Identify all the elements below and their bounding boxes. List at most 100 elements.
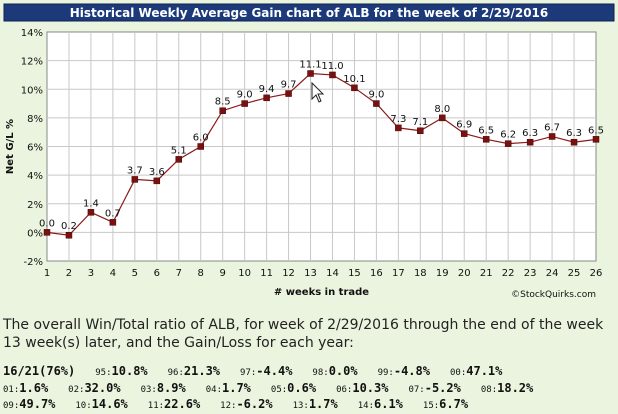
- x-tick-label: 9: [219, 268, 225, 279]
- chart-title: Historical Weekly Average Gain chart of …: [70, 6, 549, 20]
- y-tick-label: 6%: [27, 143, 43, 154]
- year-label: 13:: [292, 401, 309, 411]
- data-label: 7.3: [390, 114, 406, 125]
- year-gain-value: 0.0%: [328, 364, 358, 378]
- year-label: 01:: [3, 385, 20, 395]
- mouse-cursor-icon: [311, 81, 325, 103]
- x-tick-label: 20: [458, 268, 471, 279]
- year-result: 08:18.2%: [481, 381, 533, 395]
- x-tick-label: 24: [546, 268, 559, 279]
- x-tick-label: 23: [524, 268, 537, 279]
- yearly-results-row: 16/21(76%) 95:10.8% 96:21.3% 97:-4.4% 98:0.0…: [3, 364, 522, 378]
- x-tick-label: 16: [370, 268, 383, 279]
- data-label: 5.1: [171, 145, 187, 156]
- year-gain-value: 49.7%: [19, 397, 56, 411]
- year-label: 04:: [205, 385, 222, 395]
- data-point: [241, 100, 248, 107]
- data-label: 3.6: [149, 167, 165, 178]
- year-gain-value: 14.6%: [91, 397, 128, 411]
- x-tick-label: 6: [154, 268, 160, 279]
- year-gain-value: 10.8%: [111, 364, 148, 378]
- year-result: 09:49.7%: [3, 397, 55, 411]
- data-point: [329, 71, 336, 79]
- year-result: 04:1.7%: [206, 381, 251, 395]
- year-label: 11:: [147, 401, 165, 411]
- data-label: 7.1: [412, 117, 428, 128]
- data-label: 6.2: [500, 130, 516, 141]
- data-point: [87, 209, 95, 216]
- x-tick-label: 8: [198, 268, 204, 279]
- data-label: 6.3: [522, 128, 538, 139]
- x-tick-label: 12: [282, 268, 295, 279]
- data-label: 1.4: [83, 198, 99, 209]
- year-label: 00:: [449, 368, 467, 378]
- data-point: [548, 133, 556, 140]
- data-point: [263, 94, 270, 102]
- y-tick-label: 12%: [21, 57, 43, 68]
- x-tick-label: 10: [238, 268, 251, 279]
- year-result: 13:1.7%: [293, 397, 338, 411]
- win-total-ratio-value: 16/21(76%): [3, 364, 76, 378]
- x-tick-label: 21: [480, 268, 493, 279]
- yearly-results-row: 09:49.7% 10:14.6% 11:22.6% 12:-6.2% 13:1.7% 1…: [3, 397, 488, 411]
- year-label: 97:: [240, 368, 257, 378]
- data-point: [592, 136, 600, 143]
- chart-panel: Historical Weekly Average Gain chart of …: [3, 3, 615, 300]
- year-label: 14:: [357, 401, 374, 411]
- data-label: 10.1: [343, 74, 365, 85]
- data-label: 8.0: [434, 104, 450, 115]
- year-label: 95:: [95, 368, 112, 378]
- year-label: 09:: [3, 401, 20, 411]
- y-tick-label: 0%: [27, 228, 43, 239]
- summary: The overall Win/Total ratio of ALB, for …: [3, 316, 615, 352]
- data-label: 6.5: [588, 125, 604, 136]
- data-point: [504, 140, 512, 147]
- data-point: [439, 114, 446, 122]
- data-label: 9.7: [281, 80, 297, 91]
- series-line: [46, 72, 597, 236]
- year-gain-value: 0.6%: [287, 381, 317, 395]
- year-gain-value: 8.9%: [156, 381, 186, 395]
- year-label: 03:: [140, 385, 157, 395]
- year-result: 06:10.3%: [336, 381, 388, 395]
- data-point: [43, 229, 51, 236]
- year-label: 99:: [377, 368, 394, 378]
- summary-intro: The overall Win/Total ratio of ALB, for …: [3, 317, 604, 351]
- year-label: 05:: [270, 385, 288, 395]
- data-point: [131, 176, 139, 183]
- data-point: [482, 136, 490, 143]
- x-tick-label: 7: [176, 268, 182, 279]
- win-total-ratio: 16/21(76%): [3, 364, 75, 378]
- y-tick-label: 8%: [27, 114, 43, 125]
- data-label: 6.9: [456, 120, 472, 131]
- y-tick-label: -2%: [24, 257, 43, 268]
- data-label: 6.0: [193, 133, 209, 144]
- year-gain-value: 6.1%: [374, 397, 403, 411]
- year-gain-value: 6.7%: [439, 397, 469, 411]
- x-tick-label: 26: [590, 268, 603, 279]
- year-label: 08:: [480, 385, 498, 395]
- y-tick-label: 14%: [21, 28, 43, 39]
- x-tick-label: 17: [392, 268, 405, 279]
- yearly-results-row: 01:1.6% 02:32.0% 03:8.9% 04:1.7% 05:0.6% 06:1…: [3, 381, 553, 395]
- year-gain-value: 18.2%: [497, 381, 534, 395]
- data-label: 6.5: [478, 125, 494, 136]
- year-result: 01:1.6%: [3, 381, 48, 395]
- data-point: [109, 219, 117, 226]
- data-point: [373, 100, 380, 107]
- year-label: 07:: [408, 385, 425, 395]
- year-result: 11:22.6%: [148, 397, 200, 411]
- data-label: 11.0: [321, 61, 343, 72]
- year-result: 14:6.1%: [358, 397, 403, 411]
- data-label: 0.2: [61, 221, 77, 232]
- year-result: 97:-4.4%: [240, 364, 292, 378]
- x-tick-label: 25: [568, 268, 581, 279]
- x-tick-label: 15: [348, 268, 361, 279]
- year-gain-value: 22.6%: [164, 397, 201, 411]
- year-result: 12:-6.2%: [220, 397, 272, 411]
- x-tick-label: 4: [110, 268, 116, 279]
- y-tick-label: 4%: [27, 171, 43, 182]
- year-result: 96:21.3%: [168, 364, 220, 378]
- year-label: 10:: [75, 401, 92, 411]
- data-point: [175, 156, 183, 163]
